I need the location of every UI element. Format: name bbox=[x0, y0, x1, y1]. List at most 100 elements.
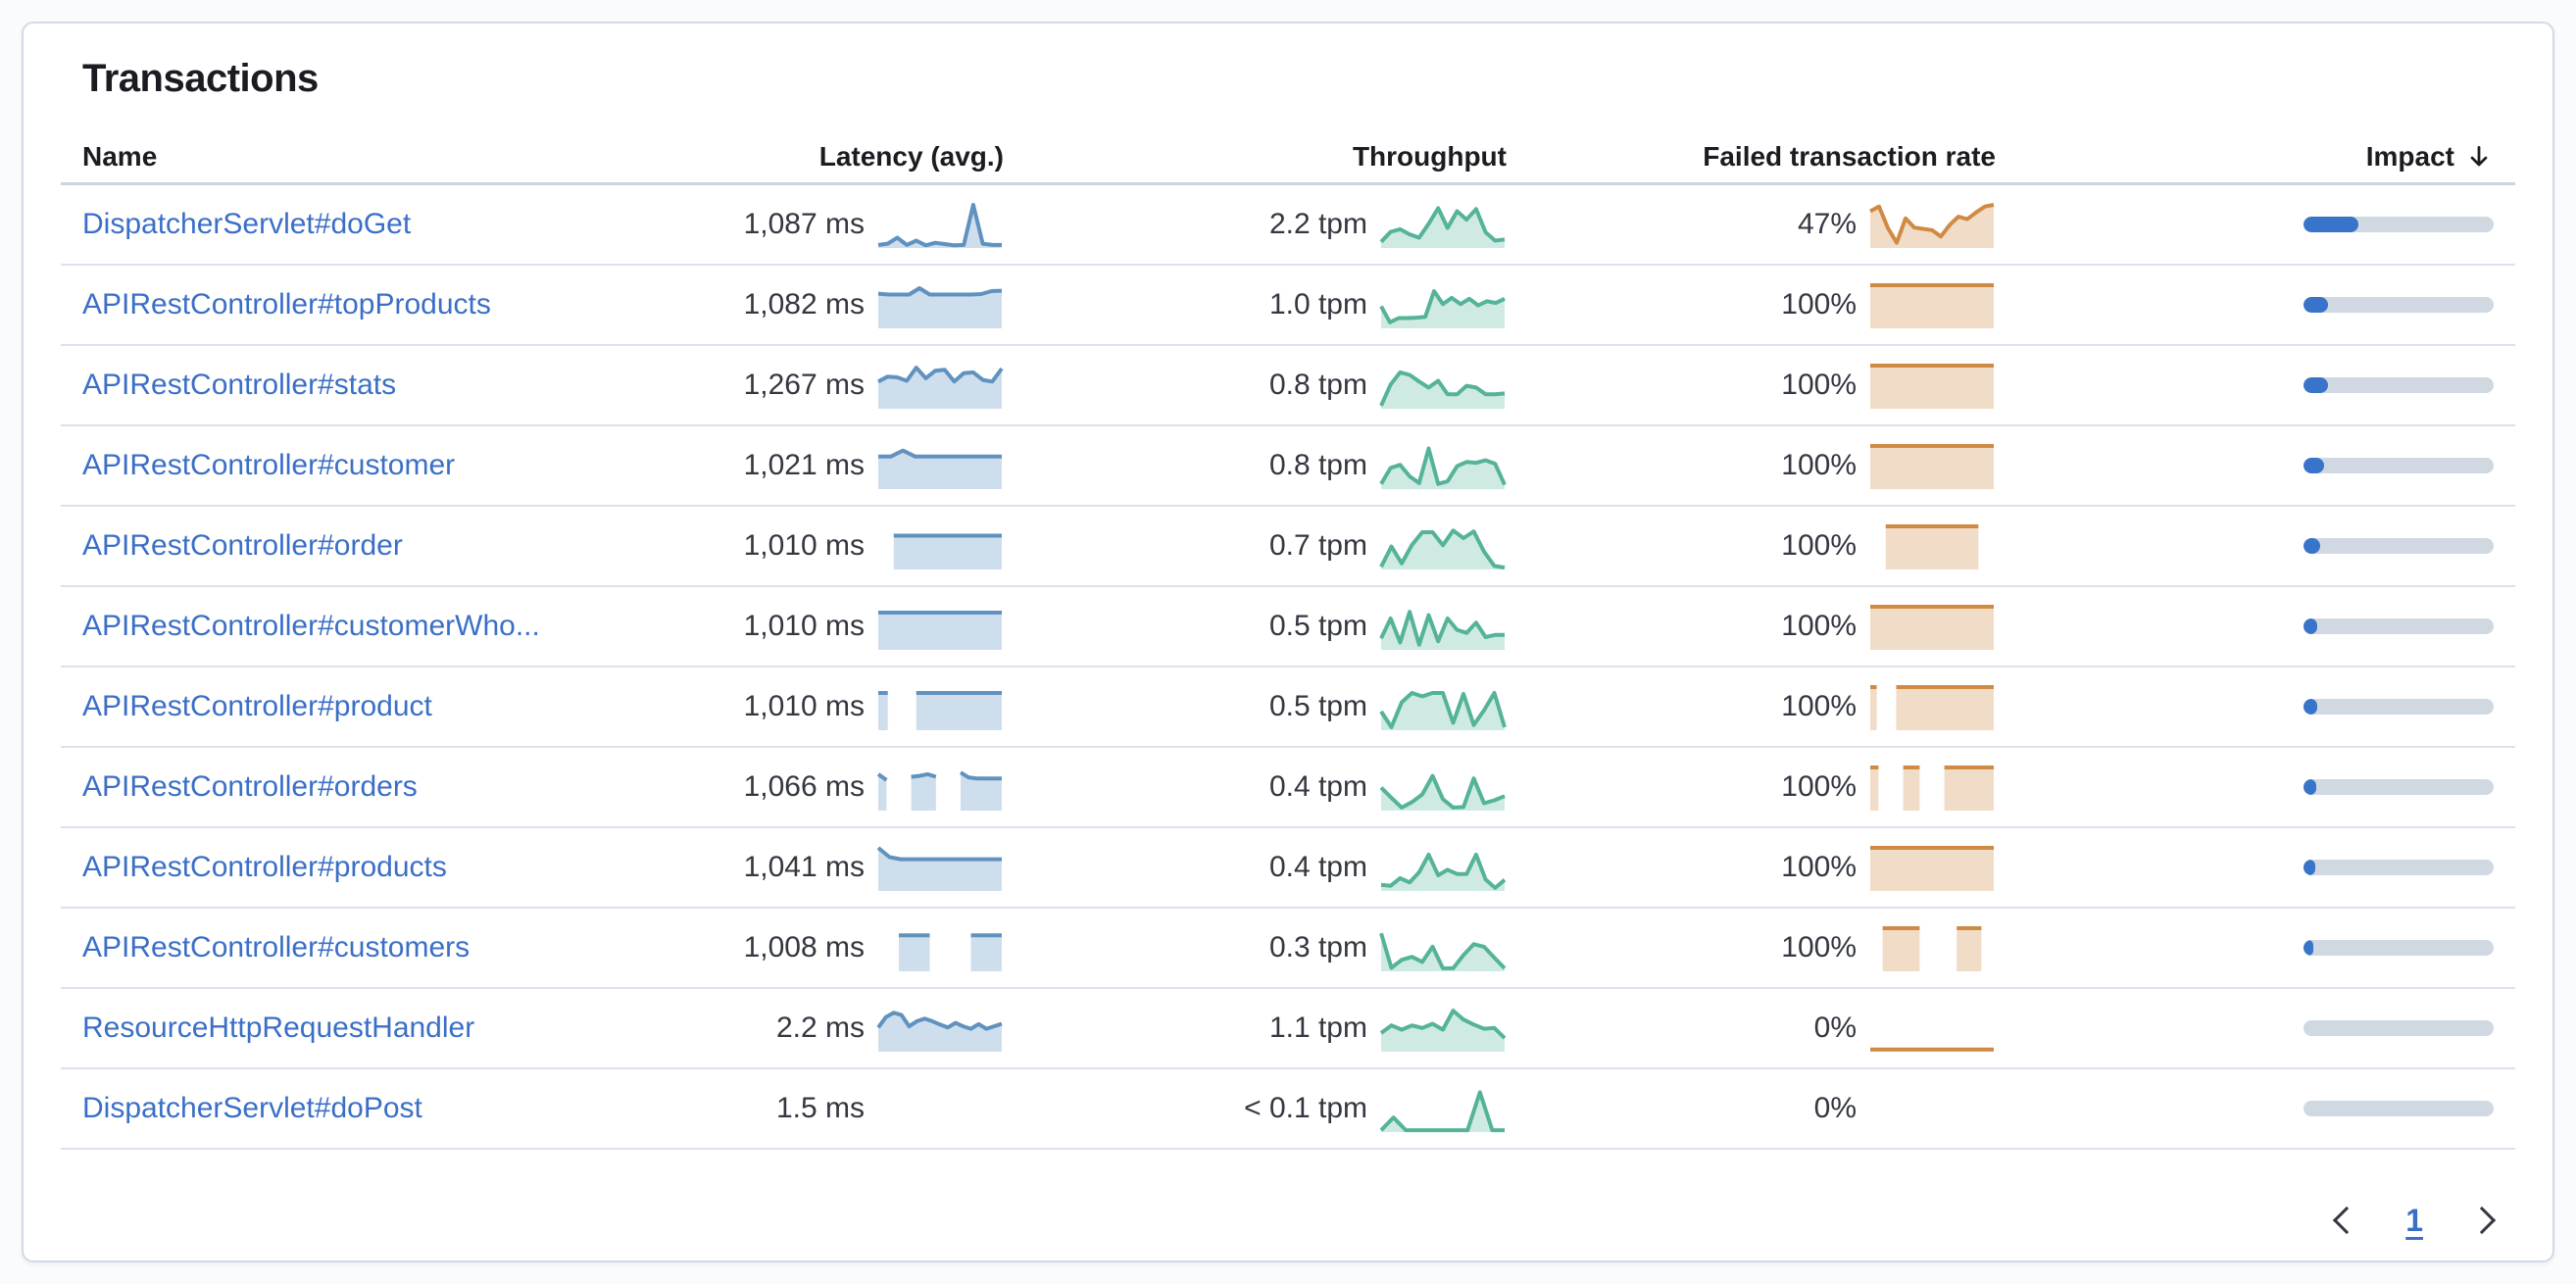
transaction-name-link[interactable]: APIRestController#topProducts bbox=[82, 288, 491, 321]
column-header-throughput[interactable]: Throughput bbox=[1352, 140, 1507, 172]
failed-rate-sparkline-chart bbox=[1868, 842, 1996, 893]
transaction-name-link[interactable]: DispatcherServlet#doGet bbox=[82, 208, 412, 240]
impact-cell bbox=[1996, 618, 2494, 634]
failed-rate-sparkline-chart bbox=[1868, 520, 1996, 571]
latency-cell: 1,087 ms bbox=[631, 199, 1004, 250]
impact-cell bbox=[1996, 297, 2494, 313]
throughput-value: < 0.1 tpm bbox=[1244, 1092, 1367, 1124]
pagination: 1 bbox=[61, 1191, 2515, 1250]
impact-cell bbox=[1996, 779, 2494, 795]
impact-cell bbox=[1996, 458, 2494, 473]
failed-rate-value: 100% bbox=[1781, 610, 1857, 642]
transaction-name-link[interactable]: APIRestController#customerWho... bbox=[82, 610, 540, 642]
throughput-sparkline-chart bbox=[1379, 1003, 1507, 1054]
throughput-cell: 1.1 tpm bbox=[1004, 1003, 1507, 1054]
throughput-value: 0.8 tpm bbox=[1268, 449, 1367, 481]
transaction-name-link[interactable]: DispatcherServlet#doPost bbox=[82, 1092, 422, 1124]
name-cell: APIRestController#product bbox=[82, 690, 631, 723]
latency-cell: 1,008 ms bbox=[631, 922, 1004, 973]
failed-rate-sparkline-chart bbox=[1868, 922, 1996, 973]
column-header-latency[interactable]: Latency (avg.) bbox=[818, 140, 1004, 172]
latency-value: 1,010 ms bbox=[743, 690, 865, 722]
latency-value: 2.2 ms bbox=[775, 1012, 865, 1044]
table-row: APIRestController#topProducts 1,082 ms 1… bbox=[61, 266, 2515, 346]
throughput-sparkline-chart bbox=[1379, 842, 1507, 893]
name-cell: APIRestController#products bbox=[82, 851, 631, 884]
failed-rate-sparkline-chart bbox=[1868, 762, 1996, 813]
transaction-name-link[interactable]: APIRestController#product bbox=[82, 690, 432, 722]
failed-rate-value: 100% bbox=[1781, 529, 1857, 562]
transaction-name-link[interactable]: APIRestController#order bbox=[82, 529, 403, 562]
failed-rate-cell: 100% bbox=[1507, 922, 1996, 973]
latency-sparkline-chart bbox=[876, 199, 1004, 250]
table-row: APIRestController#customers 1,008 ms 0.3… bbox=[61, 909, 2515, 989]
chevron-left-icon bbox=[2333, 1206, 2361, 1235]
transactions-table: Name Latency (avg.) Throughput Failed tr… bbox=[61, 130, 2515, 1150]
latency-cell: 1,010 ms bbox=[631, 520, 1004, 571]
next-page-button[interactable] bbox=[2466, 1201, 2505, 1240]
column-header-failed-rate[interactable]: Failed transaction rate bbox=[1703, 140, 1996, 172]
chevron-right-icon bbox=[2467, 1206, 2497, 1235]
transaction-name-link[interactable]: APIRestController#customers bbox=[82, 931, 471, 963]
failed-rate-value: 100% bbox=[1781, 369, 1857, 401]
table-row: APIRestController#customer 1,021 ms 0.8 … bbox=[61, 426, 2515, 507]
card-title: Transactions bbox=[82, 57, 319, 100]
throughput-sparkline-chart bbox=[1379, 440, 1507, 491]
failed-rate-value: 100% bbox=[1781, 770, 1857, 803]
impact-bar-fill bbox=[2304, 297, 2329, 313]
throughput-cell: 0.4 tpm bbox=[1004, 762, 1507, 813]
impact-bar-fill bbox=[2304, 779, 2316, 795]
impact-bar bbox=[2304, 297, 2494, 313]
latency-cell: 1,267 ms bbox=[631, 360, 1004, 411]
previous-page-button[interactable] bbox=[2323, 1201, 2362, 1240]
column-header-name[interactable]: Name bbox=[82, 140, 158, 172]
name-cell: DispatcherServlet#doPost bbox=[82, 1092, 631, 1125]
throughput-value: 0.5 tpm bbox=[1268, 610, 1367, 642]
latency-sparkline-chart bbox=[876, 762, 1004, 813]
latency-sparkline-chart bbox=[876, 681, 1004, 732]
table-row: APIRestController#orders 1,066 ms 0.4 tp… bbox=[61, 748, 2515, 828]
impact-bar bbox=[2304, 1020, 2494, 1036]
transaction-name-link[interactable]: APIRestController#products bbox=[82, 851, 447, 883]
impact-cell bbox=[1996, 699, 2494, 715]
failed-rate-sparkline-chart bbox=[1868, 681, 1996, 732]
throughput-value: 1.1 tpm bbox=[1268, 1012, 1367, 1044]
failed-rate-value: 100% bbox=[1781, 931, 1857, 963]
latency-cell: 1,082 ms bbox=[631, 279, 1004, 330]
latency-value: 1,041 ms bbox=[743, 851, 865, 883]
failed-rate-value: 100% bbox=[1781, 288, 1857, 321]
table-row: APIRestController#order 1,010 ms 0.7 tpm… bbox=[61, 507, 2515, 587]
column-header-impact[interactable]: Impact bbox=[1996, 141, 2494, 173]
throughput-cell: 0.4 tpm bbox=[1004, 842, 1507, 893]
impact-cell bbox=[1996, 1101, 2494, 1116]
failed-rate-sparkline-chart bbox=[1868, 279, 1996, 330]
throughput-cell: 1.0 tpm bbox=[1004, 279, 1507, 330]
impact-bar-fill bbox=[2304, 458, 2325, 473]
failed-rate-cell: 0% bbox=[1507, 1083, 1996, 1134]
page-number-1[interactable]: 1 bbox=[2405, 1202, 2423, 1238]
failed-rate-value: 100% bbox=[1781, 690, 1857, 722]
name-cell: APIRestController#customerWho... bbox=[82, 610, 631, 643]
transaction-name-link[interactable]: APIRestController#orders bbox=[82, 770, 418, 803]
latency-sparkline-chart bbox=[876, 922, 1004, 973]
impact-cell bbox=[1996, 940, 2494, 956]
transaction-name-link[interactable]: APIRestController#customer bbox=[82, 449, 456, 481]
transaction-name-link[interactable]: ResourceHttpRequestHandler bbox=[82, 1012, 475, 1044]
impact-bar-fill bbox=[2304, 377, 2329, 393]
impact-bar bbox=[2304, 377, 2494, 393]
impact-bar-fill bbox=[2304, 217, 2359, 232]
impact-bar-fill bbox=[2304, 860, 2315, 875]
table-row: APIRestController#products 1,041 ms 0.4 … bbox=[61, 828, 2515, 909]
latency-sparkline-chart bbox=[876, 279, 1004, 330]
latency-cell: 1,021 ms bbox=[631, 440, 1004, 491]
transaction-name-link[interactable]: APIRestController#stats bbox=[82, 369, 397, 401]
throughput-value: 2.2 tpm bbox=[1268, 208, 1367, 240]
impact-bar-fill bbox=[2304, 699, 2317, 715]
failed-rate-cell: 100% bbox=[1507, 360, 1996, 411]
throughput-sparkline-chart bbox=[1379, 681, 1507, 732]
name-cell: APIRestController#stats bbox=[82, 369, 631, 402]
latency-sparkline-chart bbox=[876, 1003, 1004, 1054]
throughput-value: 0.8 tpm bbox=[1268, 369, 1367, 401]
failed-rate-sparkline-chart bbox=[1868, 199, 1996, 250]
impact-bar-fill bbox=[2304, 538, 2321, 554]
